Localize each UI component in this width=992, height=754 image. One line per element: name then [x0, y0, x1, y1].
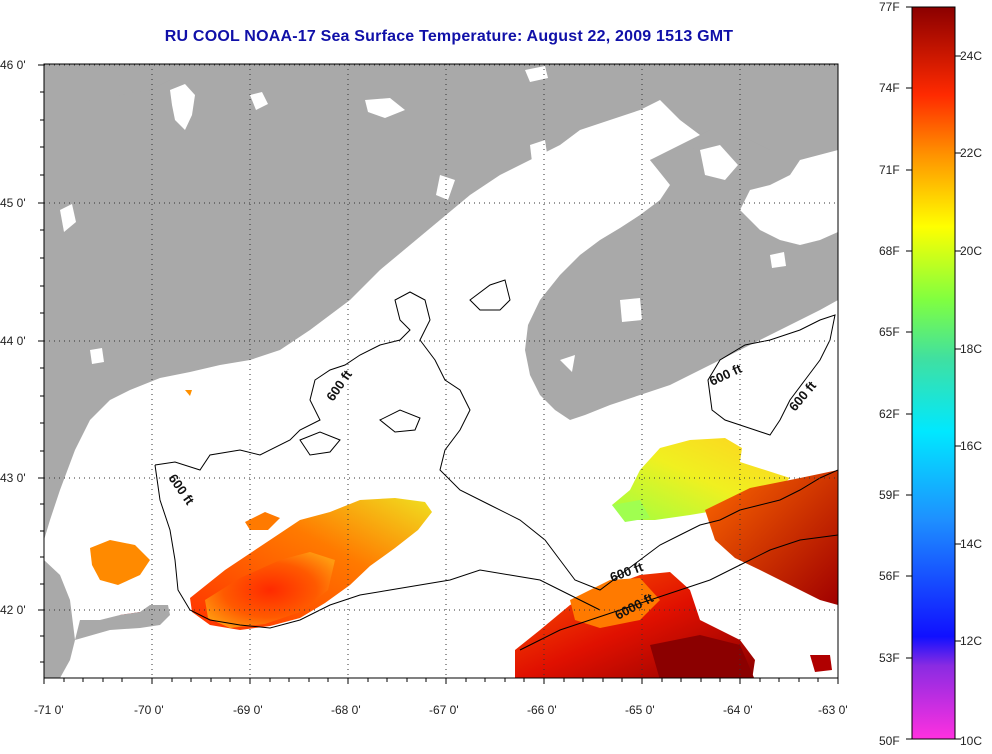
lon-label: -67 0'	[429, 703, 459, 717]
lat-label: 46 0'	[0, 58, 26, 72]
colorbar: 77F 74F 71F 68F 65F 62F 59F 56F 53F 50F …	[879, 0, 982, 748]
lon-label: -68 0'	[331, 703, 361, 717]
depth-contours	[154, 279, 838, 651]
colorbar-f-label: 50F	[879, 734, 900, 748]
colorbar-f-label: 53F	[879, 651, 900, 665]
lat-labels: 46 0' 45 0' 44 0' 43 0' 42 0'	[0, 58, 26, 617]
lon-labels: -71 0' -70 0' -69 0' -68 0' -67 0' -66 0…	[34, 703, 848, 717]
colorbar-c-label: 16C	[960, 439, 982, 453]
axis-ticks	[38, 64, 839, 684]
colorbar-gradient	[911, 6, 956, 740]
colorbar-c-label: 14C	[960, 537, 982, 551]
lon-label: -64 0'	[723, 703, 753, 717]
colorbar-f-label: 71F	[879, 163, 900, 177]
lon-label: -66 0'	[527, 703, 557, 717]
colorbar-c-label: 22C	[960, 146, 982, 160]
chart-title: RU COOL NOAA-17 Sea Surface Temperature:…	[164, 28, 734, 45]
no-data-specks	[60, 66, 786, 372]
lat-label: 42 0'	[0, 603, 26, 617]
lon-label: -71 0'	[34, 703, 64, 717]
colorbar-f-label: 65F	[879, 325, 900, 339]
lon-label: -70 0'	[134, 703, 164, 717]
lon-label: -63 0'	[818, 703, 848, 717]
lat-label: 45 0'	[0, 196, 26, 210]
lon-label: -69 0'	[233, 703, 263, 717]
colorbar-f-label: 68F	[879, 244, 900, 258]
lat-label: 43 0'	[0, 471, 26, 485]
sst-data-layer	[90, 148, 838, 678]
colorbar-c-label: 18C	[960, 342, 982, 356]
colorbar-f-label: 56F	[879, 569, 900, 583]
plot-frame	[43, 63, 839, 679]
colorbar-c-label: 10C	[960, 734, 982, 748]
colorbar-f-label: 59F	[879, 488, 900, 502]
land-layer	[44, 64, 838, 678]
lon-label: -65 0'	[625, 703, 655, 717]
lat-label: 44 0'	[0, 334, 26, 348]
colorbar-c-label: 24C	[960, 49, 982, 63]
colorbar-f-label: 62F	[879, 407, 900, 421]
colorbar-f-label: 74F	[879, 81, 900, 95]
colorbar-f-label: 77F	[879, 0, 900, 14]
colorbar-c-label: 20C	[960, 244, 982, 258]
colorbar-c-label: 12C	[960, 634, 982, 648]
